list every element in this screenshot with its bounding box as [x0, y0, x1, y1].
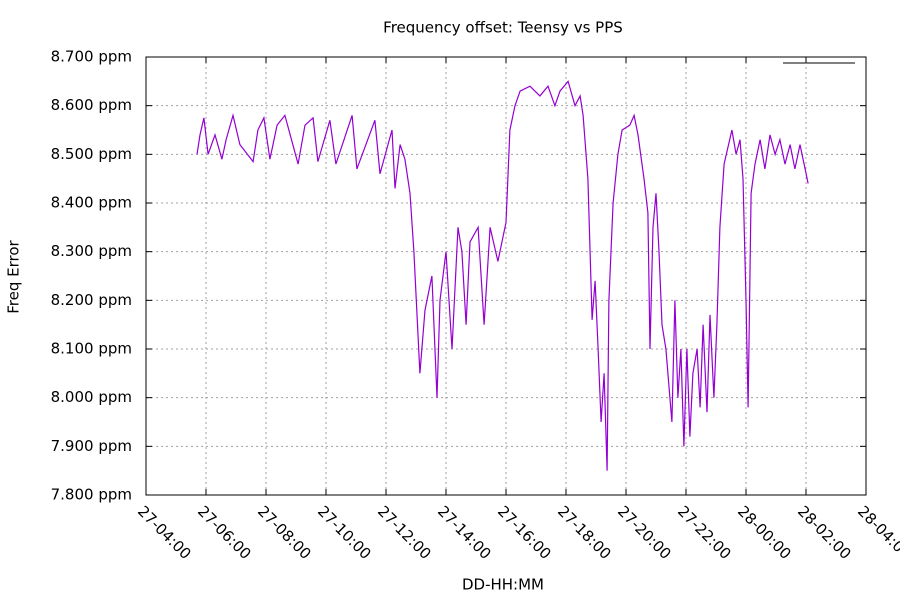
x-tick-label: 27-10:00 — [314, 502, 375, 563]
plot-frame — [145, 56, 867, 496]
x-tick-label: 27-14:00 — [434, 502, 495, 563]
x-tick-label: 27-18:00 — [554, 502, 615, 563]
y-tick-label: 8.600 ppm — [51, 96, 132, 114]
chart-title: Frequency offset: Teensy vs PPS — [383, 19, 623, 37]
y-tick-label: 8.300 ppm — [51, 242, 132, 260]
x-tick-label: 27-04:00 — [134, 502, 195, 563]
x-tick-label: 27-08:00 — [254, 502, 315, 563]
y-tick-label: 8.200 ppm — [51, 291, 132, 309]
y-tick-label: 8.700 ppm — [51, 48, 132, 66]
x-axis-label: DD-HH:MM — [462, 576, 544, 594]
y-axis-label: Freq Error — [5, 239, 23, 313]
y-tick-label: 7.900 ppm — [51, 437, 132, 455]
x-tick-label: 27-12:00 — [374, 502, 435, 563]
x-tick-label: 27-16:00 — [494, 502, 555, 563]
y-tick-label: 8.100 ppm — [51, 340, 132, 358]
x-tick-label: 28-02:00 — [794, 502, 855, 563]
x-tick-label: 28-00:00 — [734, 502, 795, 563]
y-tick-label: 8.500 ppm — [51, 145, 132, 163]
x-tick-label: 27-20:00 — [614, 502, 675, 563]
y-tick-label: 8.400 ppm — [51, 194, 132, 212]
x-tick-label: 27-06:00 — [194, 502, 255, 563]
x-tick-label: 27-22:00 — [674, 502, 735, 563]
y-tick-label: 7.800 ppm — [51, 486, 132, 504]
x-tick-label: 28-04:00 — [854, 502, 900, 563]
data-line — [196, 80, 809, 471]
y-tick-label: 8.000 ppm — [51, 388, 132, 406]
